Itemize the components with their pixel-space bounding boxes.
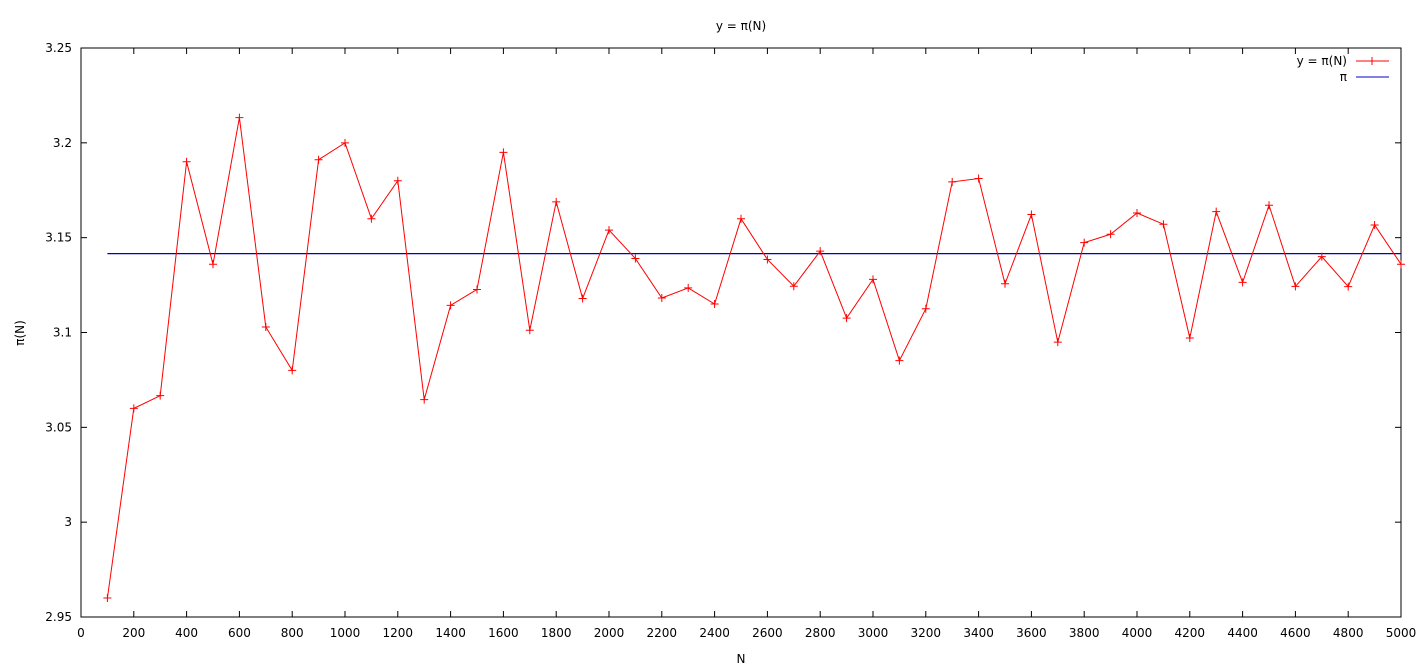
data-point-marker xyxy=(948,177,957,186)
data-point-marker xyxy=(763,255,772,264)
data-point-marker xyxy=(842,314,851,323)
x-axis-label: N xyxy=(737,652,746,666)
data-point-marker xyxy=(1159,220,1168,229)
data-point-marker xyxy=(789,282,798,291)
data-point-marker xyxy=(1344,282,1353,291)
data-point-marker xyxy=(235,113,244,122)
x-tick-label: 2400 xyxy=(699,626,730,640)
data-point-marker xyxy=(1397,260,1405,269)
data-point-marker xyxy=(552,197,561,206)
data-point-marker xyxy=(816,247,825,256)
y-tick-label: 3 xyxy=(64,515,72,529)
data-point-marker xyxy=(895,356,904,365)
x-tick-label: 4400 xyxy=(1227,626,1258,640)
data-point-marker xyxy=(921,304,930,313)
data-point-marker xyxy=(974,174,983,183)
x-tick-label: 800 xyxy=(281,626,304,640)
x-tick-label: 3800 xyxy=(1069,626,1100,640)
x-tick-label: 4800 xyxy=(1333,626,1364,640)
data-point-marker xyxy=(446,301,455,310)
x-tick-label: 400 xyxy=(175,626,198,640)
x-tick-label: 4600 xyxy=(1280,626,1311,640)
data-point-marker xyxy=(129,404,138,413)
data-point-marker xyxy=(420,395,429,404)
x-tick-label: 2800 xyxy=(805,626,836,640)
data-point-marker xyxy=(1370,220,1379,229)
y-tick-label: 3.05 xyxy=(45,420,72,434)
data-point-marker xyxy=(499,148,508,157)
data-point-marker xyxy=(182,157,191,166)
data-point-marker xyxy=(1106,230,1115,239)
data-point-marker xyxy=(103,594,112,603)
x-tick-label: 1800 xyxy=(541,626,572,640)
data-point-marker xyxy=(156,391,165,400)
data-point-marker xyxy=(393,176,402,185)
data-point-marker xyxy=(1265,201,1273,210)
x-tick-label: 600 xyxy=(228,626,251,640)
plot-frame xyxy=(80,47,1402,618)
x-tick-label: 1400 xyxy=(435,626,466,640)
data-point-marker xyxy=(869,275,877,284)
x-tick-label: 3600 xyxy=(1016,626,1047,640)
x-tick-label: 1000 xyxy=(330,626,361,640)
legend-marker-sample xyxy=(1368,57,1376,65)
data-point-marker xyxy=(341,138,349,147)
y-tick-label: 3.15 xyxy=(45,231,72,245)
x-tick-label: 200 xyxy=(122,626,145,640)
data-point-marker xyxy=(1291,282,1300,291)
data-point-marker xyxy=(657,293,666,302)
y-axis-label: π(N) xyxy=(13,320,27,346)
data-point-marker xyxy=(605,226,613,235)
series-layer xyxy=(103,113,1405,603)
data-point-marker xyxy=(288,366,297,375)
y-tick-label: 2.95 xyxy=(45,610,72,624)
x-tick-label: 2000 xyxy=(594,626,625,640)
data-point-marker xyxy=(314,155,323,164)
data-point-marker xyxy=(367,214,376,223)
data-point-marker xyxy=(261,323,270,331)
data-point-marker xyxy=(1080,238,1089,247)
data-point-marker xyxy=(1053,338,1062,347)
chart-title: y = π(N) xyxy=(716,19,766,33)
x-tick-label: 4200 xyxy=(1175,626,1206,640)
data-point-marker xyxy=(1027,210,1036,219)
data-point-marker xyxy=(209,260,217,269)
x-tick-label: 5000 xyxy=(1386,626,1417,640)
data-point-marker xyxy=(1238,278,1247,287)
x-tick-label: 4000 xyxy=(1122,626,1153,640)
x-tick-label: 1600 xyxy=(488,626,519,640)
data-point-marker xyxy=(1001,279,1009,288)
x-tick-label: 0 xyxy=(77,626,85,640)
legend-label: π xyxy=(1340,70,1347,84)
data-point-marker xyxy=(1133,209,1141,218)
legend: y = π(N) π xyxy=(1297,54,1389,84)
data-point-marker xyxy=(1185,334,1194,342)
data-point-marker xyxy=(710,300,719,309)
data-point-marker xyxy=(1212,207,1221,216)
data-point-marker xyxy=(684,283,693,292)
data-point-marker xyxy=(473,285,481,294)
legend-label: y = π(N) xyxy=(1297,54,1347,68)
data-point-marker xyxy=(525,326,534,335)
x-tick-label: 3400 xyxy=(963,626,994,640)
series-line-pi-n xyxy=(106,117,1402,599)
axis-ticks: 0 200 400 600 800 1000 1200 1400 1600 1800 2000 220… xyxy=(45,41,1416,640)
x-tick-label: 3200 xyxy=(911,626,942,640)
x-tick-label: 2600 xyxy=(752,626,783,640)
data-point-marker xyxy=(737,214,745,223)
x-tick-label: 1200 xyxy=(383,626,414,640)
y-tick-label: 3.2 xyxy=(53,136,72,150)
y-tick-label: 3.1 xyxy=(53,326,72,340)
data-point-marker xyxy=(631,254,640,263)
data-point-marker xyxy=(578,294,587,303)
y-tick-label: 3.25 xyxy=(45,41,72,55)
data-point-marker xyxy=(1317,252,1326,261)
x-tick-label: 2200 xyxy=(647,626,678,640)
x-tick-label: 3000 xyxy=(858,626,889,640)
